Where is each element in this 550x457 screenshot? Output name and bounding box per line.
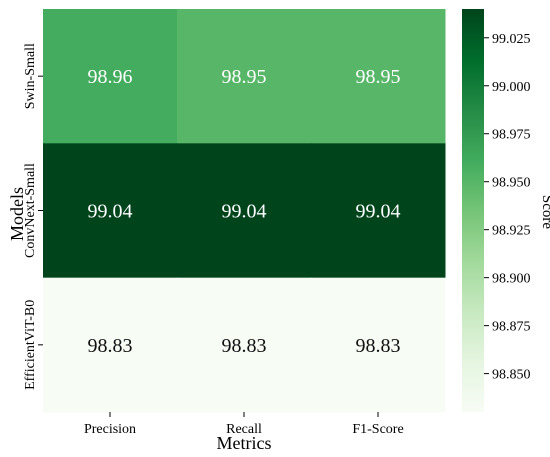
x-tick-label: Recall <box>226 422 262 437</box>
heatmap-cell <box>177 9 312 144</box>
heatmap-cell <box>177 277 312 413</box>
heatmap-cell <box>311 9 446 144</box>
colorbar-tick-label: 99.000 <box>492 80 531 95</box>
colorbar-ticks: 98.850 98.875 98.900 98.925 98.950 98.975 99.0… <box>484 32 531 383</box>
y-tick-label: ConvNext-Small <box>23 163 38 258</box>
y-axis-label: Models <box>7 187 27 241</box>
cell-value-label: 99.04 <box>356 201 401 223</box>
colorbar-tick-label: 99.025 <box>492 32 531 47</box>
colorbar-tick-label: 98.850 <box>492 368 531 383</box>
colorbar-tick-label: 98.900 <box>492 272 531 287</box>
heatmap-cell <box>177 143 312 279</box>
y-tick-label: EfficientViT-B0 <box>23 300 38 390</box>
x-tick-label: Precision <box>84 422 136 437</box>
colorbar-tick-label: 98.975 <box>492 128 531 143</box>
heatmap-cell <box>311 143 446 279</box>
cell-value-label: 98.95 <box>356 66 401 88</box>
heatmap-cells <box>43 9 446 413</box>
x-axis-ticks: Precision Recall F1-Score <box>84 412 404 437</box>
cell-annotations: 98.96 98.95 98.95 99.04 99.04 99.04 98.83 98.83… <box>88 66 401 357</box>
cell-value-label: 98.83 <box>88 335 133 357</box>
cell-value-label: 98.95 <box>222 66 267 88</box>
cell-value-label: 99.04 <box>222 201 267 223</box>
colorbar-tick-label: 98.925 <box>492 224 531 239</box>
cell-value-label: 98.83 <box>356 335 401 357</box>
colorbar <box>462 9 484 412</box>
cell-value-label: 98.96 <box>88 66 133 88</box>
colorbar-label: Score <box>539 195 550 229</box>
x-tick-label: F1-Score <box>352 422 403 437</box>
y-axis-ticks: Swin-Small ConvNext-Small EfficientViT-B0 <box>23 43 43 390</box>
heatmap-cell <box>43 277 178 413</box>
colorbar-tick-label: 98.875 <box>492 320 531 335</box>
heatmap-cell <box>43 9 178 144</box>
heatmap-cell <box>311 277 446 413</box>
heatmap-cell <box>43 143 178 279</box>
y-tick-label: Swin-Small <box>23 43 38 109</box>
cell-value-label: 98.83 <box>222 335 267 357</box>
cell-value-label: 99.04 <box>88 201 133 223</box>
x-axis-label: Metrics <box>217 433 272 453</box>
colorbar-tick-label: 98.950 <box>492 176 531 191</box>
